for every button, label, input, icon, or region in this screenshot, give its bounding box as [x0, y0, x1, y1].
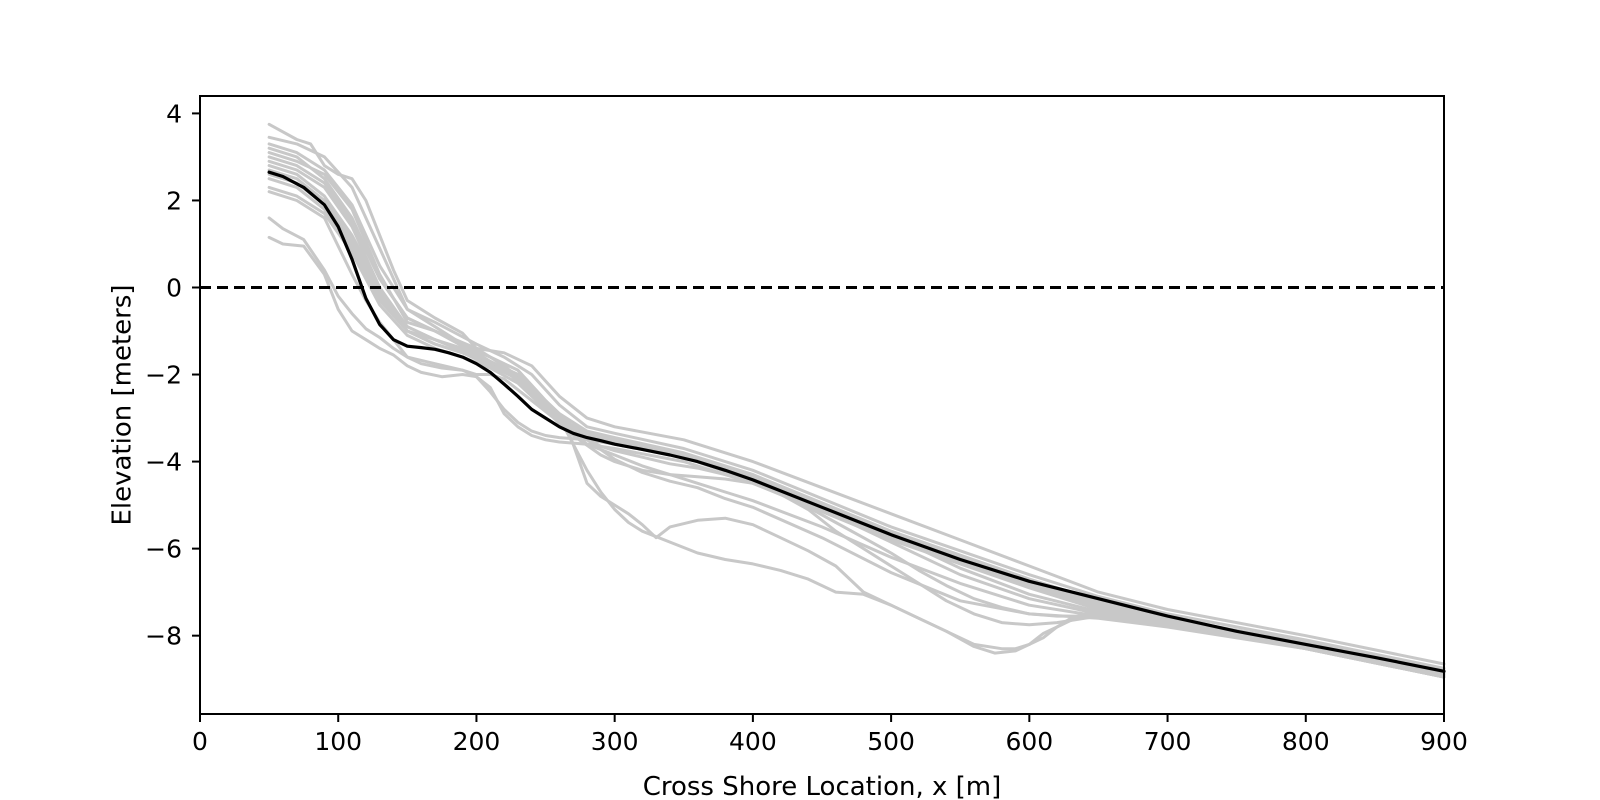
- x-tick-label: 100: [314, 727, 362, 756]
- profile-line-13: [267, 164, 1446, 675]
- y-tick-label: 4: [166, 99, 182, 128]
- x-tick-label: 200: [453, 727, 501, 756]
- y-tick-label: 0: [166, 273, 182, 302]
- x-tick-label: 0: [192, 727, 208, 756]
- x-tick-label: 500: [867, 727, 915, 756]
- y-axis-title: Elevation [meters]: [108, 284, 138, 525]
- profile-line-12: [267, 172, 1446, 677]
- y-tick-label: −2: [145, 361, 182, 390]
- x-tick-label: 900: [1420, 727, 1468, 756]
- x-tick-label: 600: [1005, 727, 1053, 756]
- x-tick-label: 700: [1144, 727, 1192, 756]
- y-tick-label: 2: [166, 186, 182, 215]
- profile-line-2: [267, 135, 1446, 670]
- mean-profile-layer: [267, 170, 1446, 673]
- x-axis: 0 100 200 300 400 500 600 700 800 900: [192, 714, 1468, 756]
- y-tick-label: −6: [145, 535, 182, 564]
- profile-line-8: [267, 177, 1446, 677]
- plot-frame: [199, 95, 1445, 715]
- y-tick-label: −8: [145, 622, 182, 651]
- x-tick-label: 300: [591, 727, 639, 756]
- y-axis: 4 2 0 −2 −4 −6 −8: [145, 99, 200, 651]
- x-axis-title: Cross Shore Location, x [m]: [643, 772, 1002, 800]
- profile-line-1: [267, 122, 1446, 666]
- y-tick-label: −4: [145, 448, 182, 477]
- profile-line-14: [267, 142, 1446, 675]
- x-tick-label: 800: [1282, 727, 1330, 756]
- mean-profile-line: [267, 170, 1446, 673]
- x-tick-label: 400: [729, 727, 777, 756]
- profile-line-15: [267, 146, 1446, 677]
